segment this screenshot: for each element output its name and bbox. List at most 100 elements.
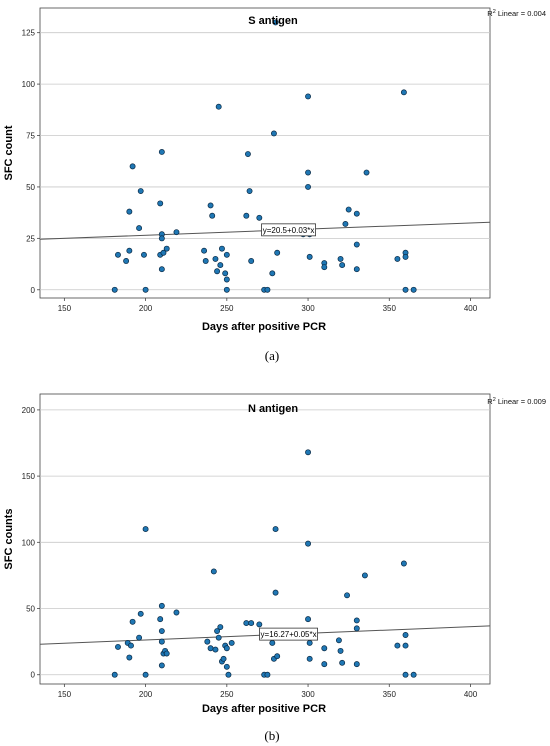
- data-point: [248, 620, 255, 627]
- data-point: [353, 617, 360, 624]
- data-point: [158, 638, 165, 645]
- data-point: [217, 624, 224, 631]
- data-point: [158, 628, 165, 634]
- y-tick-label: 0: [31, 286, 36, 295]
- data-point: [269, 639, 276, 646]
- x-tick-label: 150: [58, 690, 72, 699]
- data-point: [212, 646, 219, 653]
- data-point: [264, 286, 271, 293]
- data-point: [243, 620, 250, 627]
- data-point: [217, 262, 224, 269]
- data-point: [173, 609, 180, 616]
- data-point: [339, 659, 346, 666]
- data-point: [158, 602, 165, 609]
- data-point: [142, 526, 149, 533]
- data-point: [410, 286, 417, 293]
- data-point: [305, 449, 312, 456]
- data-point: [141, 251, 147, 258]
- data-point: [246, 188, 253, 194]
- data-point: [243, 212, 250, 219]
- data-point: [353, 241, 360, 248]
- data-point: [209, 212, 216, 219]
- data-point: [215, 103, 222, 110]
- data-point: [111, 671, 118, 678]
- data-point: [201, 247, 208, 254]
- data-point: [158, 149, 165, 155]
- data-point: [321, 645, 328, 652]
- x-tick-label: 150: [58, 304, 72, 313]
- data-point: [223, 645, 230, 652]
- data-point: [402, 642, 409, 649]
- data-point: [270, 130, 277, 137]
- data-point: [345, 206, 352, 213]
- data-point: [142, 671, 149, 678]
- data-point: [402, 253, 409, 260]
- data-point: [207, 645, 214, 652]
- data-point: [204, 638, 211, 645]
- data-point: [214, 268, 221, 275]
- y-axis-label-a: SFC count: [3, 125, 15, 180]
- x-tick-label: 300: [301, 304, 315, 313]
- chart-panel-a: 0 25 50 75 100 125 150 200 250 300 350 400 S antig…: [3, 7, 546, 363]
- equation-box: [259, 627, 318, 641]
- y-tick-label: 125: [22, 29, 36, 38]
- data-point: [272, 526, 279, 533]
- data-point: [228, 639, 235, 646]
- data-point: [207, 202, 214, 209]
- x-tick-label: 250: [220, 690, 234, 699]
- y-axis-label-b: SFC counts: [3, 508, 15, 569]
- data-point: [248, 258, 255, 264]
- data-point: [400, 560, 407, 567]
- data-point: [400, 89, 407, 96]
- data-point: [212, 255, 219, 262]
- data-point: [353, 266, 360, 273]
- y-tick-label: 50: [26, 605, 35, 614]
- data-point: [223, 276, 230, 283]
- data-point: [163, 245, 170, 252]
- data-point: [214, 628, 221, 634]
- y-tick-label: 0: [31, 671, 36, 680]
- data-point: [137, 610, 144, 617]
- data-point: [305, 183, 312, 190]
- data-point: [126, 208, 133, 215]
- data-point: [306, 253, 313, 260]
- data-point: [158, 662, 165, 669]
- data-point: [163, 650, 170, 657]
- data-point: [173, 229, 180, 236]
- data-point: [272, 19, 279, 26]
- x-tick-label: 200: [139, 690, 153, 699]
- x-tick-label: 200: [139, 304, 153, 313]
- data-point: [305, 93, 312, 100]
- data-point: [272, 589, 279, 596]
- x-tick-label: 300: [301, 690, 315, 699]
- chart-panel-b: 0 50 100 150 200 150 200 250 300 350 400 N antige…: [3, 393, 546, 743]
- x-tick-label: 350: [383, 304, 397, 313]
- data-point: [210, 568, 217, 575]
- data-point: [321, 264, 328, 271]
- data-point: [335, 637, 342, 644]
- x-tick-label: 400: [464, 304, 478, 313]
- data-point: [353, 625, 360, 632]
- y-tick-label: 150: [22, 472, 36, 481]
- data-point: [363, 169, 370, 176]
- data-point: [202, 258, 209, 264]
- data-point: [215, 634, 222, 641]
- data-point: [344, 592, 350, 599]
- chart-title-a: S antigen: [248, 15, 298, 27]
- data-point: [305, 616, 312, 623]
- data-point: [128, 642, 134, 649]
- data-point: [137, 188, 144, 194]
- caption-a: (a): [265, 348, 279, 363]
- data-point: [115, 251, 121, 258]
- data-point: [126, 654, 133, 661]
- data-point: [158, 266, 165, 273]
- data-point: [274, 653, 281, 660]
- chart-title-b: N antigen: [248, 403, 298, 415]
- data-point: [115, 643, 121, 650]
- data-point: [264, 671, 271, 678]
- data-point: [402, 632, 409, 638]
- data-point: [218, 245, 225, 252]
- y-tick-label: 25: [26, 234, 35, 243]
- data-point: [256, 621, 263, 628]
